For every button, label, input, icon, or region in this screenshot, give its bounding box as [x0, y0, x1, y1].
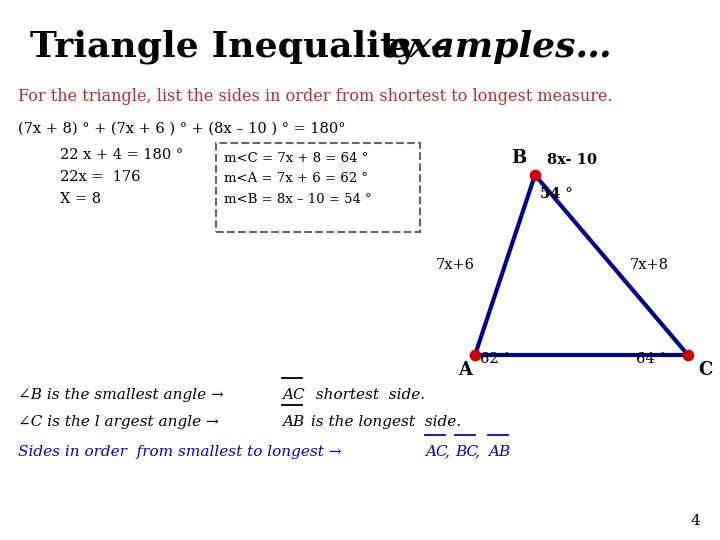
Text: shortest  side.: shortest side.: [306, 388, 425, 402]
Text: m<B = 8x – 10 = 54 °: m<B = 8x – 10 = 54 °: [224, 193, 372, 206]
Text: m<C = 7x + 8 = 64 °: m<C = 7x + 8 = 64 °: [224, 152, 369, 165]
Text: is the longest  side.: is the longest side.: [306, 415, 461, 429]
Text: Sides in order  from smallest to longest →: Sides in order from smallest to longest …: [18, 445, 351, 459]
Text: 54 °: 54 °: [540, 187, 572, 201]
Text: examples…: examples…: [388, 30, 613, 64]
Text: 22x =  176: 22x = 176: [60, 170, 140, 184]
Text: AC: AC: [425, 445, 448, 459]
Text: 4: 4: [690, 514, 700, 528]
Text: 7x+8: 7x+8: [629, 258, 668, 272]
Text: A: A: [458, 361, 472, 379]
Point: [683, 350, 694, 359]
Text: 8x- 10: 8x- 10: [547, 153, 597, 167]
Text: X = 8: X = 8: [60, 192, 101, 206]
Text: 7x+6: 7x+6: [436, 258, 475, 272]
Text: ,: ,: [475, 445, 480, 459]
Text: 62 °: 62 °: [480, 352, 510, 366]
Text: For the triangle, list the sides in order from shortest to longest measure.: For the triangle, list the sides in orde…: [18, 88, 613, 105]
Text: ∠B is the smallest angle →: ∠B is the smallest angle →: [18, 388, 233, 402]
Text: BC: BC: [455, 445, 478, 459]
Text: Triangle Inequality –: Triangle Inequality –: [30, 30, 461, 64]
Text: ,: ,: [445, 445, 450, 459]
FancyBboxPatch shape: [216, 143, 420, 232]
Text: AC: AC: [282, 388, 305, 402]
Point: [529, 171, 541, 179]
Text: AB: AB: [488, 445, 510, 459]
Text: C: C: [698, 361, 712, 379]
Text: 64 °: 64 °: [636, 352, 667, 366]
Text: (7x + 8) ° + (7x + 6 ) ° + (8x – 10 ) ° = 180°: (7x + 8) ° + (7x + 6 ) ° + (8x – 10 ) ° …: [18, 122, 346, 136]
Text: B: B: [511, 149, 526, 167]
Text: m<A = 7x + 6 = 62 °: m<A = 7x + 6 = 62 °: [224, 172, 368, 185]
Text: 22 x + 4 = 180 °: 22 x + 4 = 180 °: [60, 148, 183, 162]
Text: ∠C is the l argest angle →: ∠C is the l argest angle →: [18, 415, 228, 429]
Point: [469, 350, 481, 359]
Text: AB: AB: [282, 415, 305, 429]
